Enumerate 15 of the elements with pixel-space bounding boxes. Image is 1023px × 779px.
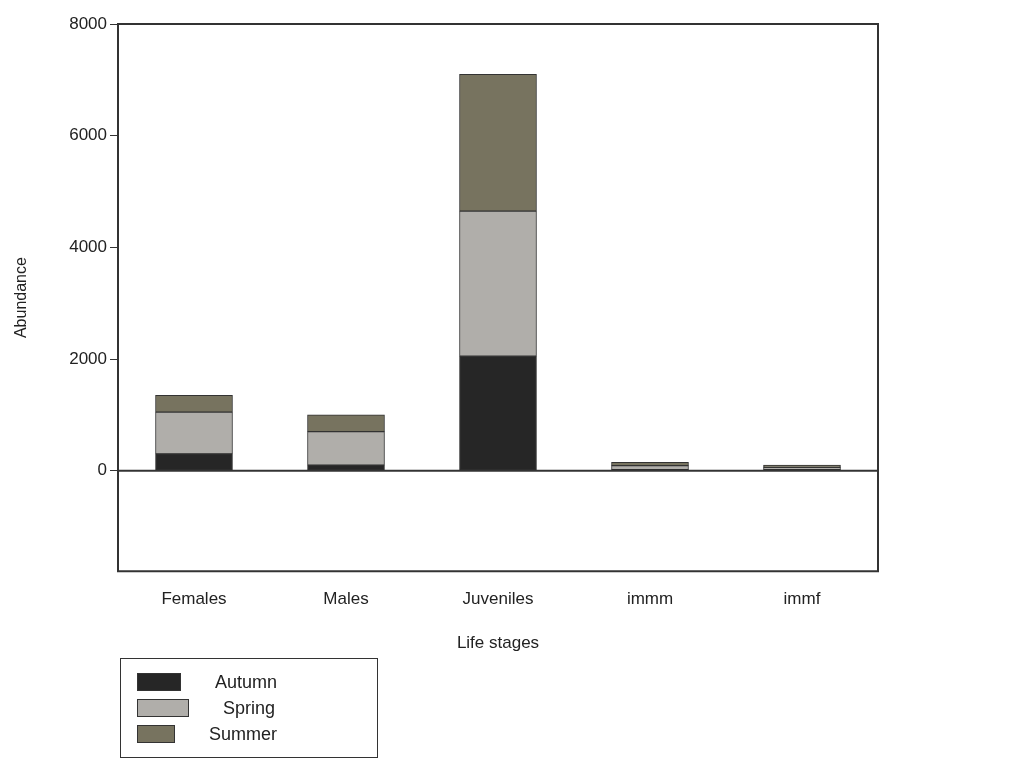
x-tick-label: Males (323, 589, 369, 609)
x-tick-label: immm (626, 589, 674, 609)
x-tick-label: Juveniles (462, 589, 534, 609)
y-tick-label: 0 (97, 460, 107, 480)
x-tick-label: Females (161, 589, 227, 609)
legend-label: Summer (208, 723, 277, 745)
y-tick-label: 2000 (69, 348, 107, 368)
legend-label: Autumn (214, 671, 277, 693)
y-tick-label: 6000 (69, 125, 107, 145)
y-tick-label: 4000 (69, 237, 107, 257)
x-axis-title: Life stages (456, 633, 540, 653)
x-tick-label: immf (783, 589, 821, 609)
legend-label: Spring (223, 697, 276, 719)
y-axis-title: Abundance (12, 257, 30, 339)
y-tick-label: 8000 (69, 13, 107, 33)
